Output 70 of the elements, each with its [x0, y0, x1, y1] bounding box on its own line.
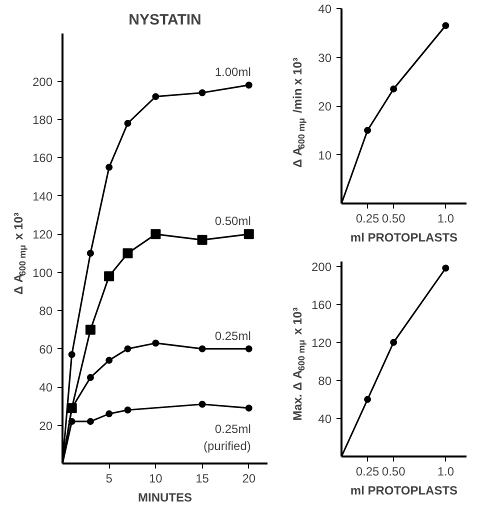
y-tick-label: 200: [32, 74, 53, 89]
point: [152, 340, 160, 347]
point: [197, 234, 208, 245]
x-tick-label: 10: [149, 472, 163, 486]
chart-title: NYSTATIN: [128, 12, 202, 28]
x-tick-label: 0.50: [382, 464, 406, 478]
y-tick-label: 10: [318, 148, 332, 162]
x-tick-label: 1.0: [437, 212, 454, 226]
x-axis-title: ml PROTOPLASTS: [350, 230, 458, 244]
series-label: 0.25ml: [214, 328, 251, 343]
point: [150, 229, 161, 240]
y-tick-label: 80: [318, 374, 332, 388]
y-tick-label: 160: [32, 151, 53, 166]
y-axis-title: Δ A600 mμ /min x 10³: [290, 58, 306, 168]
x-tick-label: 0.50: [382, 212, 406, 226]
y-tick-label: 60: [39, 342, 53, 356]
point: [244, 229, 254, 240]
point: [104, 271, 114, 282]
point: [442, 264, 450, 272]
y-tick-label: 40: [318, 2, 332, 16]
point: [68, 351, 76, 358]
point: [122, 248, 133, 258]
point: [124, 406, 132, 414]
y-tick-label: 40: [39, 380, 53, 395]
point: [390, 338, 398, 346]
point: [124, 120, 132, 127]
y-tick-label: 40: [318, 412, 332, 426]
y-tick-label: 140: [32, 189, 53, 204]
point: [68, 418, 76, 425]
point: [86, 250, 94, 257]
point: [106, 410, 113, 418]
x-tick-label: 5: [106, 472, 113, 486]
y-tick-label: 120: [311, 336, 332, 350]
point: [245, 404, 252, 412]
point: [86, 374, 94, 381]
point: [390, 85, 398, 92]
x-tick-label: 1.0: [437, 464, 454, 478]
point: [442, 22, 450, 30]
series-label: 0.25ml (purified): [204, 422, 251, 453]
point: [364, 396, 372, 403]
x-tick-label: 20: [242, 472, 256, 486]
x-tick-label: 0.25: [356, 464, 380, 478]
point: [106, 164, 113, 171]
y-tick-label: 20: [39, 418, 53, 433]
point: [198, 89, 206, 96]
y-tick-label: 160: [311, 298, 332, 312]
point: [364, 126, 372, 134]
y-axis-title: Max. Δ A600 mμ x 10³: [290, 307, 306, 421]
point: [198, 400, 206, 408]
y-tick-label: 20: [318, 100, 332, 114]
point: [124, 345, 132, 352]
y-tick-label: 180: [32, 113, 53, 127]
y-tick-label: 80: [39, 304, 53, 318]
point: [198, 345, 206, 352]
y-tick-label: 200: [311, 260, 332, 274]
y-tick-label: 30: [318, 50, 332, 65]
point: [245, 345, 252, 352]
point: [86, 418, 94, 425]
series-label: 1.00ml: [214, 65, 251, 80]
point: [85, 324, 96, 335]
x-tick-label: 0.25: [356, 212, 380, 226]
x-tick-label: 15: [196, 472, 210, 486]
point: [245, 82, 252, 89]
point: [152, 93, 160, 100]
point: [106, 356, 113, 364]
y-tick-label: 120: [32, 228, 53, 242]
x-axis-title: MINUTES: [138, 490, 192, 504]
y-tick-label: 100: [32, 266, 53, 280]
series-label: 0.50ml: [214, 214, 251, 228]
x-axis-title: ml PROTOPLASTS: [350, 484, 458, 498]
